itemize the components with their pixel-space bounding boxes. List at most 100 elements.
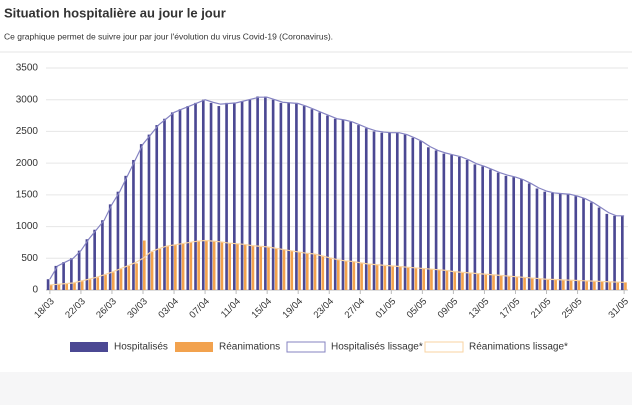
bar bbox=[329, 257, 332, 290]
bar bbox=[538, 278, 542, 290]
bar bbox=[582, 198, 585, 290]
x-tick-label: 19/04 bbox=[281, 296, 306, 321]
bar bbox=[484, 274, 488, 290]
bar bbox=[104, 274, 107, 290]
bar bbox=[186, 106, 190, 290]
x-tick-label: 25/05 bbox=[560, 296, 585, 321]
bar bbox=[352, 261, 356, 290]
bar bbox=[453, 271, 457, 290]
bar bbox=[375, 264, 379, 290]
legend-label: Hospitalisés lissage* bbox=[331, 342, 423, 353]
bar bbox=[326, 115, 329, 290]
bar bbox=[554, 279, 557, 290]
bar bbox=[217, 106, 221, 290]
bar bbox=[108, 204, 112, 290]
bar bbox=[65, 283, 69, 290]
bar bbox=[608, 281, 612, 290]
y-tick-label: 1500 bbox=[16, 189, 39, 200]
bar bbox=[49, 284, 53, 290]
bar bbox=[605, 213, 609, 290]
bar bbox=[465, 159, 469, 290]
bar bbox=[267, 246, 270, 290]
bar bbox=[458, 156, 461, 290]
legend-label: Réanimations bbox=[219, 342, 280, 353]
legend-swatch bbox=[175, 342, 213, 352]
bar bbox=[243, 244, 247, 290]
bar bbox=[201, 99, 205, 290]
bar bbox=[170, 112, 174, 291]
bar bbox=[132, 159, 135, 290]
x-tick-label: 23/04 bbox=[312, 296, 337, 321]
bar bbox=[427, 147, 430, 290]
bar bbox=[96, 277, 100, 290]
bar bbox=[344, 260, 348, 290]
bar bbox=[310, 109, 314, 290]
x-tick-label: 07/04 bbox=[187, 296, 212, 321]
bar bbox=[434, 150, 438, 290]
bar bbox=[403, 134, 407, 290]
bar bbox=[93, 229, 96, 290]
bar bbox=[569, 280, 573, 290]
bar bbox=[111, 272, 115, 290]
bar bbox=[616, 282, 619, 290]
bar bbox=[574, 196, 578, 290]
bar bbox=[523, 277, 526, 290]
line bbox=[49, 96, 625, 280]
y-tick-label: 2000 bbox=[16, 158, 39, 169]
x-tick-label: 15/04 bbox=[249, 296, 274, 321]
y-tick-label: 500 bbox=[21, 253, 38, 264]
legend-label: Réanimations lissage* bbox=[469, 342, 568, 353]
bar bbox=[481, 166, 484, 290]
bar bbox=[489, 169, 492, 290]
bar bbox=[127, 265, 131, 290]
bar bbox=[271, 99, 275, 290]
legend-swatch bbox=[424, 341, 464, 353]
bar bbox=[147, 134, 151, 290]
bar bbox=[194, 102, 197, 290]
bar bbox=[507, 276, 511, 290]
bar bbox=[388, 132, 391, 290]
bar bbox=[476, 273, 480, 290]
bar bbox=[88, 279, 92, 290]
chart-title: Situation hospitalière au jour le jour bbox=[4, 5, 226, 20]
footer-band bbox=[0, 372, 632, 405]
bar bbox=[391, 265, 394, 290]
bar bbox=[46, 279, 50, 290]
bar bbox=[189, 242, 193, 290]
legend-swatch bbox=[286, 341, 326, 353]
line bbox=[49, 239, 625, 286]
bar bbox=[256, 96, 259, 291]
bar bbox=[116, 191, 120, 290]
bar bbox=[368, 263, 371, 290]
bar bbox=[558, 193, 562, 290]
x-tick-label: 11/04 bbox=[219, 296, 243, 320]
bar bbox=[205, 240, 208, 290]
bar bbox=[422, 268, 425, 290]
bar bbox=[445, 270, 449, 290]
bar bbox=[520, 179, 523, 290]
y-tick-label: 0 bbox=[32, 285, 38, 296]
bar bbox=[535, 188, 539, 290]
bar bbox=[597, 207, 601, 290]
x-tick-label: 01/05 bbox=[374, 296, 399, 321]
bar bbox=[279, 102, 283, 290]
bar bbox=[512, 177, 516, 290]
bar bbox=[473, 164, 477, 290]
bar bbox=[600, 281, 604, 290]
bar bbox=[414, 267, 418, 290]
bar bbox=[380, 132, 384, 290]
bar bbox=[228, 243, 231, 290]
bar bbox=[163, 118, 166, 290]
bar bbox=[274, 248, 278, 290]
bar bbox=[411, 137, 415, 290]
bar bbox=[158, 248, 162, 290]
bar bbox=[313, 253, 317, 290]
bar bbox=[337, 259, 340, 290]
x-tick-label: 21/05 bbox=[529, 296, 554, 321]
bar bbox=[562, 279, 565, 290]
bar bbox=[406, 267, 410, 290]
bar bbox=[437, 269, 441, 290]
bar bbox=[613, 215, 616, 290]
bar bbox=[318, 112, 322, 291]
bar bbox=[77, 250, 81, 290]
